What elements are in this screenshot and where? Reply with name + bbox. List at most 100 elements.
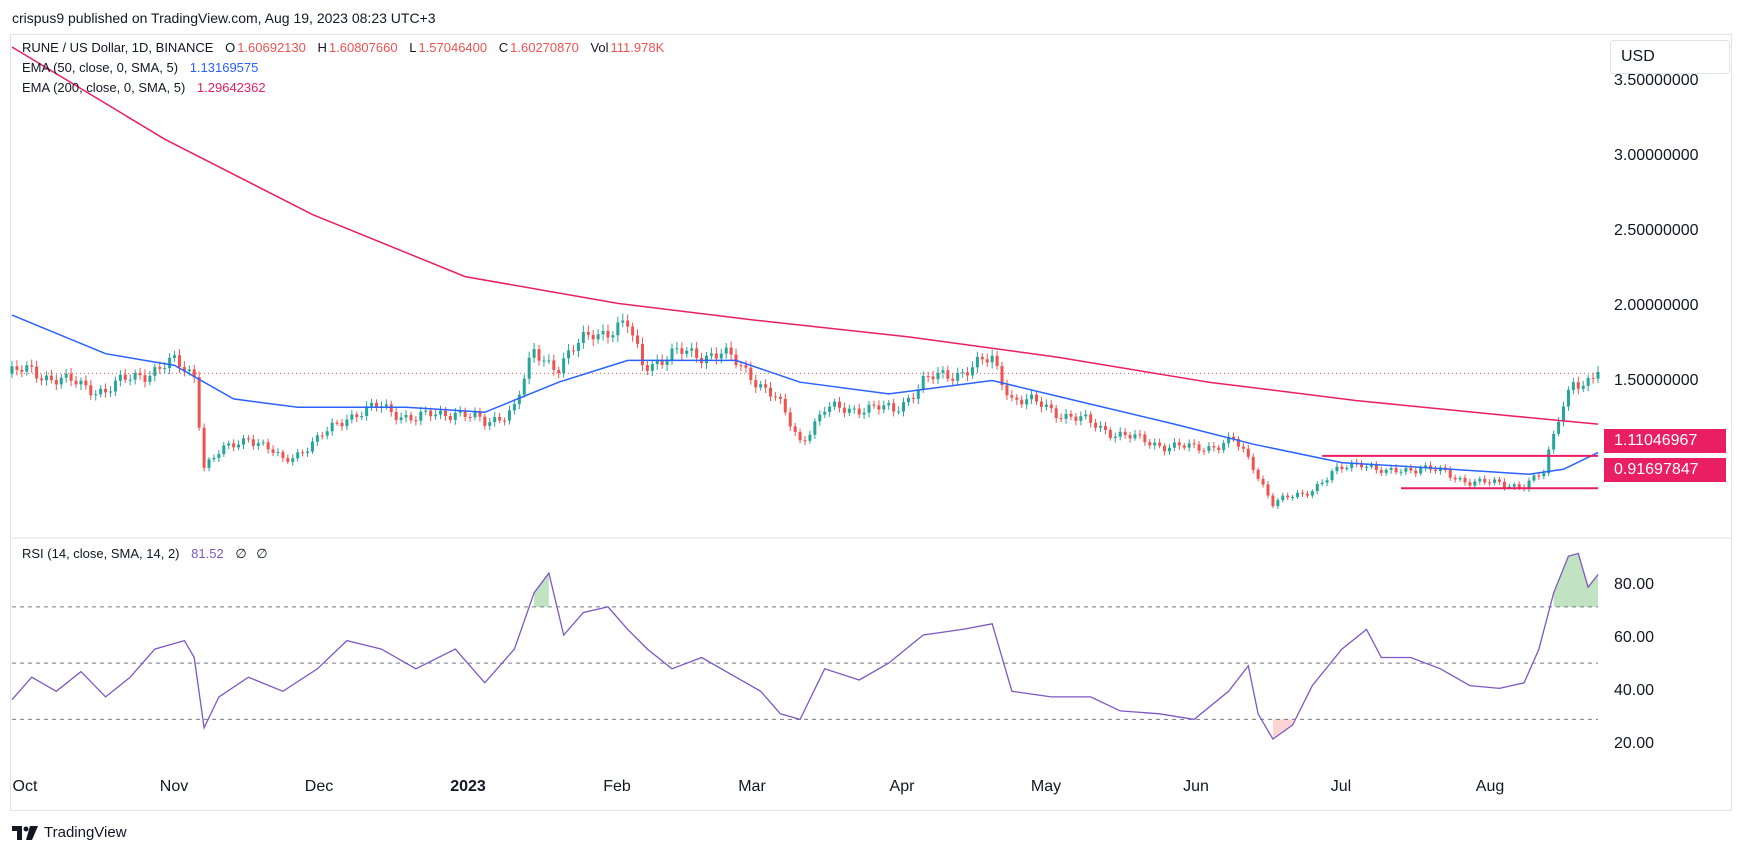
candle [84,380,88,386]
time-tick-label: Apr [889,778,915,795]
candle [926,375,930,377]
candle [1108,429,1112,438]
candle [394,411,398,421]
candle [596,334,600,340]
candle [719,353,723,359]
candle [1330,471,1334,481]
candle [10,366,14,374]
level-tag-lower[interactable]: 0.91697847 [1604,458,1726,482]
candle [109,391,113,393]
candle [35,366,39,379]
ema50-legend[interactable]: EMA (50, close, 0, SMA, 5) 1.13169575 [22,60,260,75]
candle [724,347,728,354]
candle [498,417,502,421]
candle [1497,479,1501,482]
candle [1493,479,1497,483]
candle [301,452,305,454]
candle [611,335,615,338]
candle [1079,416,1083,421]
candle [739,365,743,367]
symbol-title[interactable]: RUNE / US Dollar, 1D, BINANCE [22,40,214,55]
candle [296,452,300,459]
candle [862,412,866,415]
price-tick-label: 3.00000000 [1614,147,1699,164]
price-tick-label: 2.50000000 [1614,222,1699,239]
rsi-legend[interactable]: RSI (14, close, SMA, 14, 2) 81.52 ∅ ∅ [22,546,270,562]
candle [1059,418,1063,420]
candle [1369,465,1373,467]
candle [645,365,649,371]
candle [404,414,408,418]
candle [448,416,452,420]
candle [586,332,590,335]
candle [493,417,497,423]
candle [714,353,718,359]
candle [1044,404,1048,407]
currency-button[interactable]: USD [1610,40,1730,74]
candle [1128,434,1132,439]
time-tick-label: Feb [603,778,631,795]
candle [1517,484,1521,488]
candle [1212,446,1216,448]
candle [1192,443,1196,445]
candle [1103,425,1107,430]
candle [887,403,891,406]
candle [1197,444,1201,451]
candle [1379,470,1383,473]
rsi-tick-label: 60.00 [1614,629,1655,646]
candle [1177,442,1181,446]
candle [1542,473,1546,477]
open-value: 1.60692130 [237,40,306,55]
candle [1547,449,1551,474]
candle [852,408,856,410]
candle [429,410,433,417]
candle [1030,394,1034,400]
candle [1512,484,1516,487]
level-tag-upper[interactable]: 1.11046967 [1604,429,1726,453]
price-tick-label: 3.50000000 [1614,72,1699,89]
candle [365,406,369,417]
candle [1064,413,1068,419]
candle [94,394,98,396]
candle [44,375,48,381]
candle [798,431,802,441]
candle [291,458,295,462]
candle [399,417,403,421]
candle [1488,482,1492,484]
candle [818,414,822,422]
price-tick-label: 2.00000000 [1614,297,1699,314]
candle [803,440,807,442]
candle [158,367,162,369]
time-tick-label: Nov [159,778,189,795]
rsi-line [11,552,1599,741]
candle [512,404,516,411]
candle [207,459,211,468]
candle [1256,469,1260,479]
rsi-overbought-fill [534,573,549,607]
tradingview-brand[interactable]: TradingView [12,824,127,841]
candle [1463,477,1467,483]
candle [1345,467,1349,470]
candle [1266,484,1270,496]
candle [1246,448,1250,457]
ema200-legend[interactable]: EMA (200, close, 0, SMA, 5) 1.29642362 [22,80,268,95]
candle [1586,377,1590,386]
candle [1232,436,1236,439]
candle [1281,495,1285,501]
rsi-tick-label: 80.00 [1614,576,1655,593]
brand-name: TradingView [44,824,127,841]
candle [64,373,68,378]
ema50-value: 1.13169575 [189,60,259,75]
candle [20,369,24,372]
candle [1384,469,1388,473]
time-tick-label: Mar [738,778,766,795]
candle [1049,404,1053,409]
open-label: O [225,40,236,55]
low-label: L [409,40,417,55]
candle [1291,497,1295,499]
rsi-label: RSI (14, close, SMA, 14, 2) [22,546,180,561]
candle [483,416,487,426]
candle [1271,495,1275,507]
candle [1251,456,1255,470]
